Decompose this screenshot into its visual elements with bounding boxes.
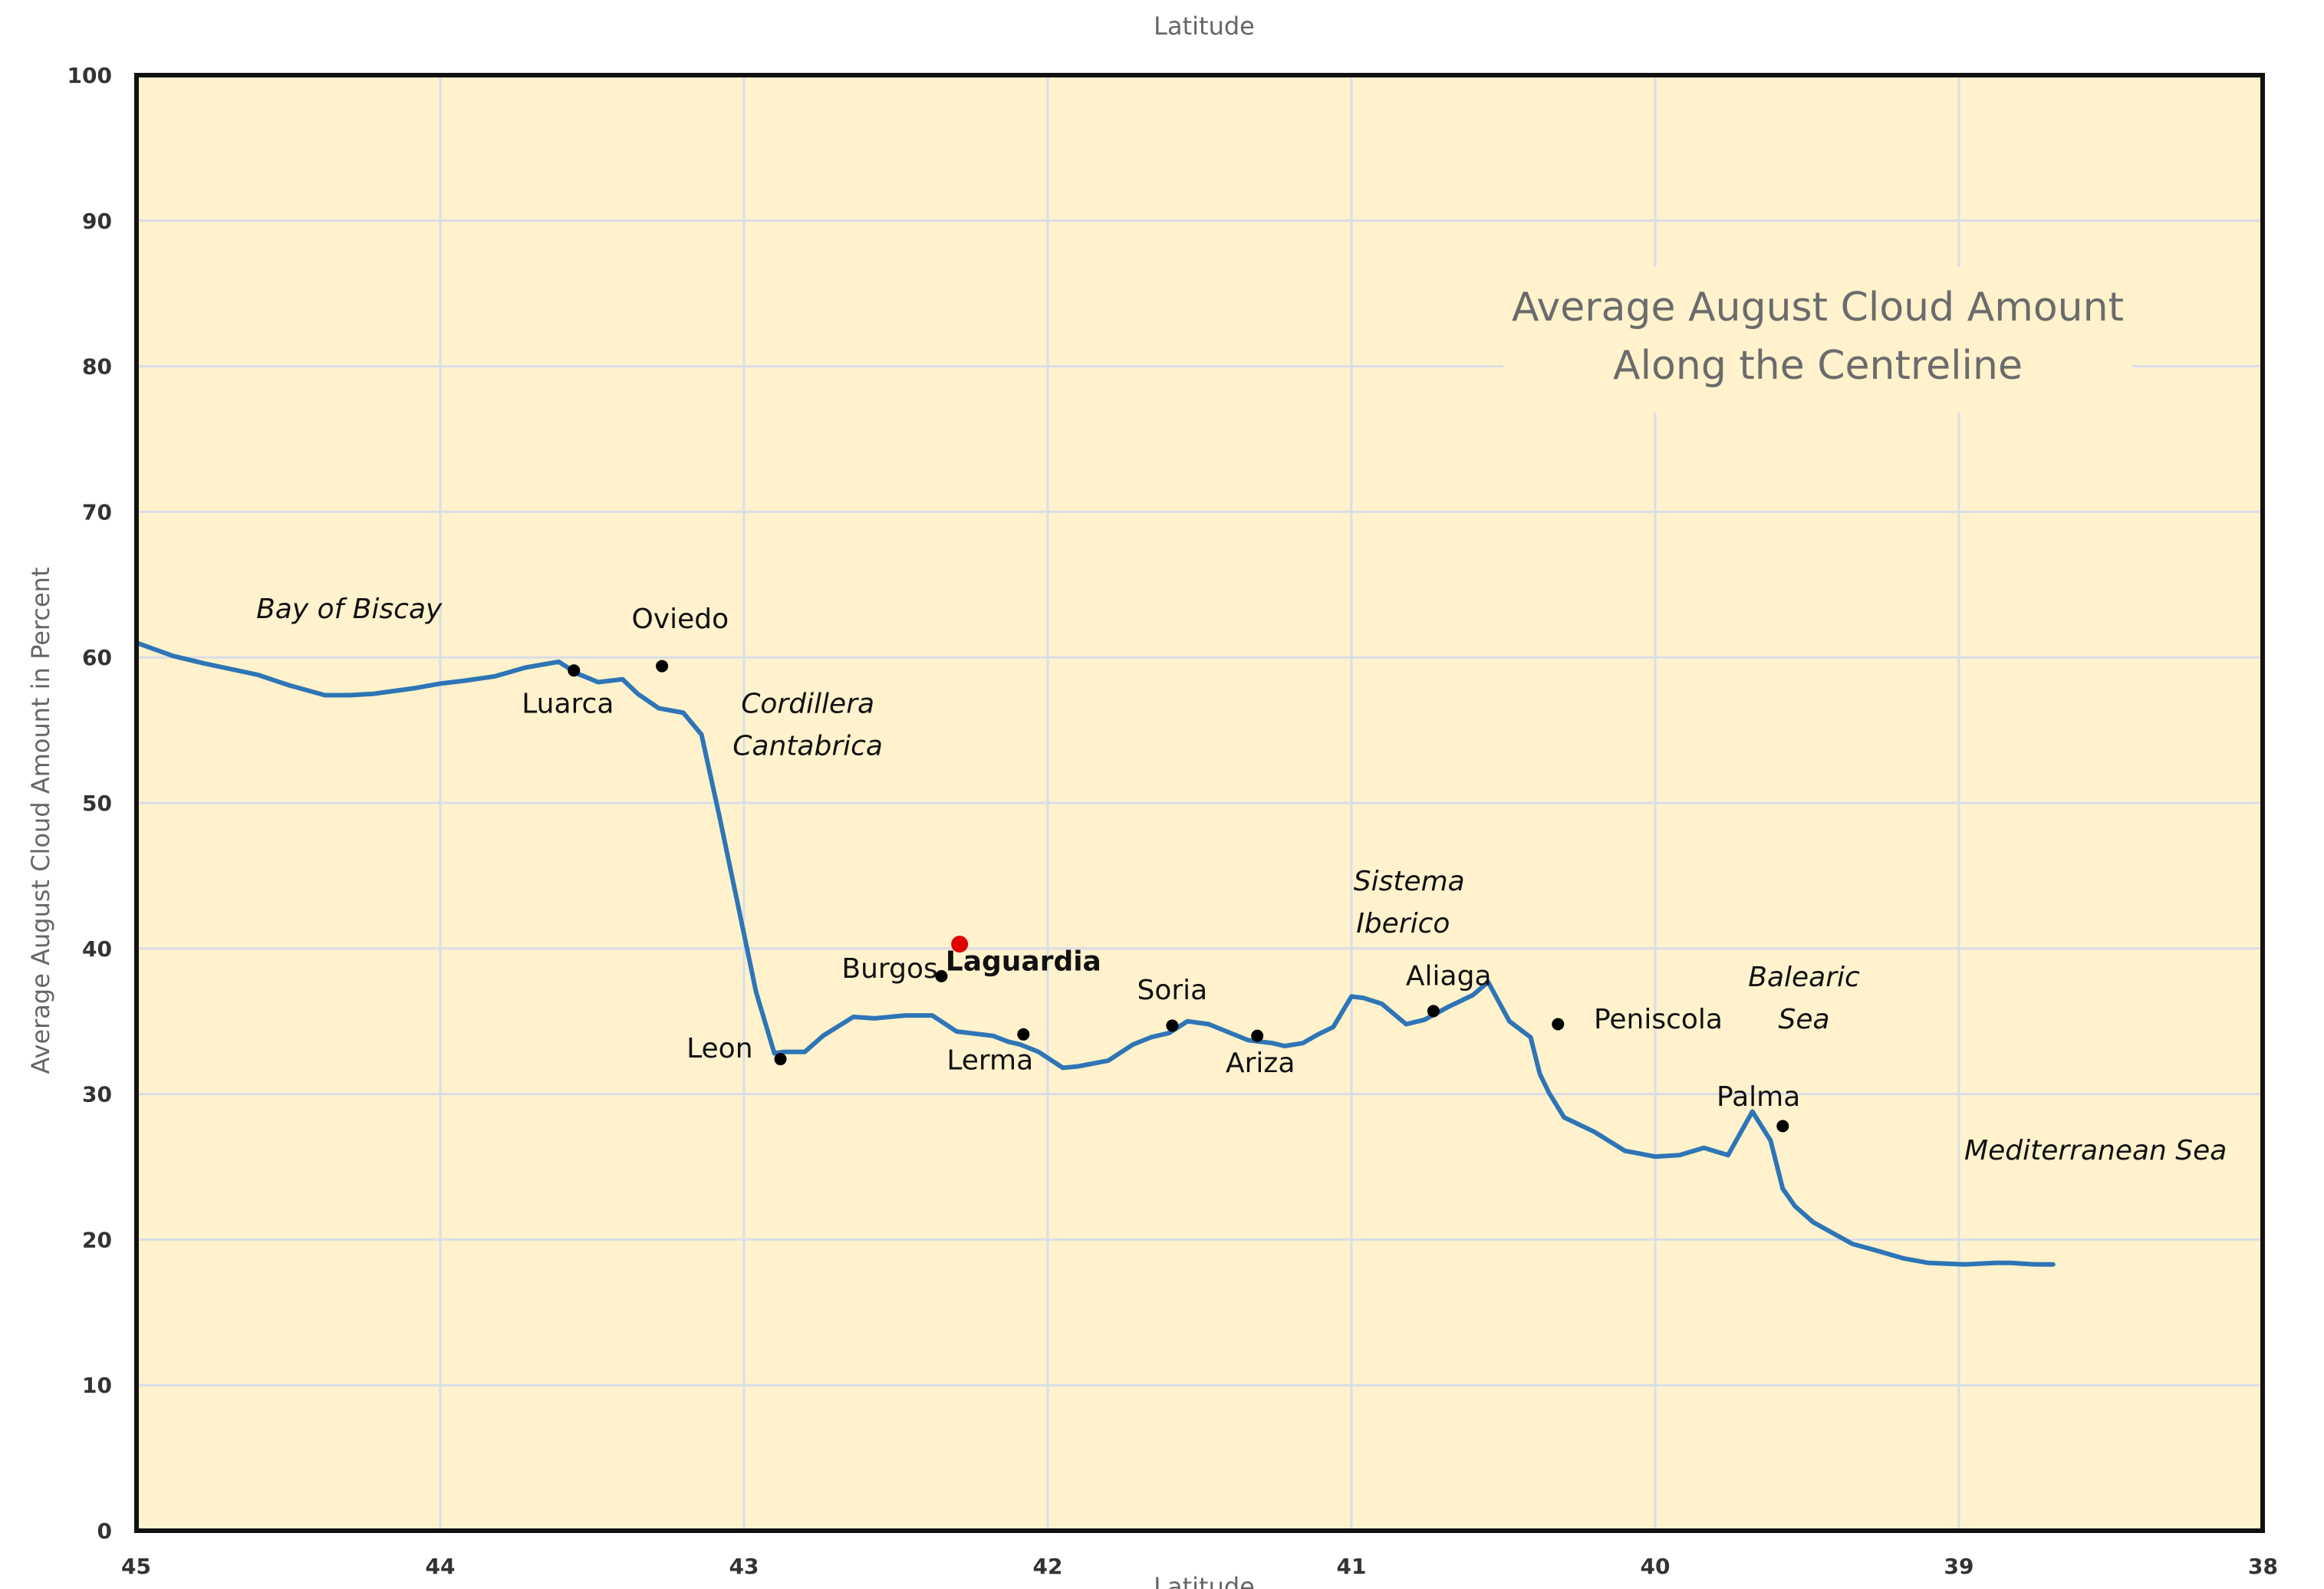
- x-tick-label: 39: [1944, 1554, 1974, 1579]
- marker-aliaga: [1427, 1005, 1440, 1018]
- annotation-soria: Soria: [1137, 975, 1207, 1006]
- annotation-palma: Palma: [1717, 1081, 1800, 1113]
- y-tick-label: 60: [82, 645, 112, 670]
- annotation-mediterranean-sea: Mediterranean Sea: [1964, 1135, 2227, 1166]
- x-tick-label: 41: [1337, 1554, 1367, 1579]
- marker-leon: [774, 1053, 787, 1066]
- x-tick-label: 44: [426, 1554, 456, 1579]
- chart-title-line-1: Average August Cloud Amount: [1512, 285, 2124, 331]
- annotation-laguardia: Laguardia: [946, 946, 1101, 977]
- marker-soria: [1166, 1019, 1179, 1032]
- y-tick-label: 90: [82, 209, 112, 234]
- annotation-cordillera: Cordillera: [741, 688, 874, 719]
- marker-luarca: [568, 664, 581, 677]
- x-tick-label: 38: [2248, 1554, 2278, 1579]
- y-tick-label: 40: [82, 936, 112, 962]
- annotation-sistema: Sistema: [1354, 866, 1465, 897]
- annotation-peniscola: Peniscola: [1594, 1004, 1723, 1035]
- annotation-cantabrica: Cantabrica: [732, 730, 883, 762]
- chart-title-line-2: Along the Centreline: [1613, 343, 2023, 389]
- title-background: [1503, 267, 2132, 413]
- y-tick-label: 20: [82, 1227, 112, 1252]
- x-tick-label: 43: [729, 1554, 759, 1579]
- marker-laguardia: [951, 936, 969, 953]
- annotation-burgos: Burgos: [841, 953, 937, 985]
- marker-lerma: [1017, 1028, 1030, 1041]
- annotation-lerma: Lerma: [946, 1045, 1033, 1076]
- y-tick-label: 70: [82, 499, 112, 525]
- annotation-ariza: Ariza: [1226, 1048, 1295, 1079]
- annotation-sea: Sea: [1779, 1004, 1830, 1035]
- marker-burgos: [935, 969, 948, 982]
- y-tick-label: 0: [97, 1518, 112, 1544]
- annotation-balearic: Balearic: [1748, 962, 1860, 993]
- y-tick-label: 100: [67, 63, 112, 88]
- x-axis-title: Latitude: [1154, 1572, 1255, 1589]
- annotation-oviedo: Oviedo: [632, 604, 729, 635]
- annotation-bay-of-biscay: Bay of Biscay: [256, 594, 443, 625]
- marker-peniscola: [1552, 1018, 1565, 1031]
- x-axis-title-top: Latitude: [1154, 12, 1255, 41]
- annotation-aliaga: Aliaga: [1406, 960, 1492, 992]
- y-tick-label: 80: [82, 354, 112, 380]
- y-axis-title: Average August Cloud Amount in Percent: [26, 568, 55, 1074]
- x-tick-label: 45: [121, 1554, 151, 1579]
- annotation-leon: Leon: [686, 1033, 752, 1064]
- y-tick-label: 30: [82, 1082, 112, 1107]
- x-tick-label: 40: [1641, 1554, 1671, 1579]
- y-tick-label: 10: [82, 1373, 112, 1398]
- y-tick-label: 50: [82, 791, 112, 816]
- location-markers: [568, 660, 1789, 1133]
- tick-labels: 45 44 43 42 41 40 39 38 0 10 20 30 40 50 60 70 80 90 100: [67, 63, 2278, 1579]
- annotations: Bay of Biscay Oviedo Luarca Cordillera Canta…: [256, 594, 2227, 1166]
- plot-frame: [134, 73, 2265, 1533]
- marker-ariza: [1251, 1029, 1264, 1042]
- marker-oviedo: [656, 660, 669, 673]
- marker-palma: [1776, 1120, 1789, 1133]
- annotation-iberico: Iberico: [1356, 908, 1450, 939]
- annotation-luarca: Luarca: [522, 688, 614, 719]
- x-tick-label: 42: [1033, 1554, 1063, 1579]
